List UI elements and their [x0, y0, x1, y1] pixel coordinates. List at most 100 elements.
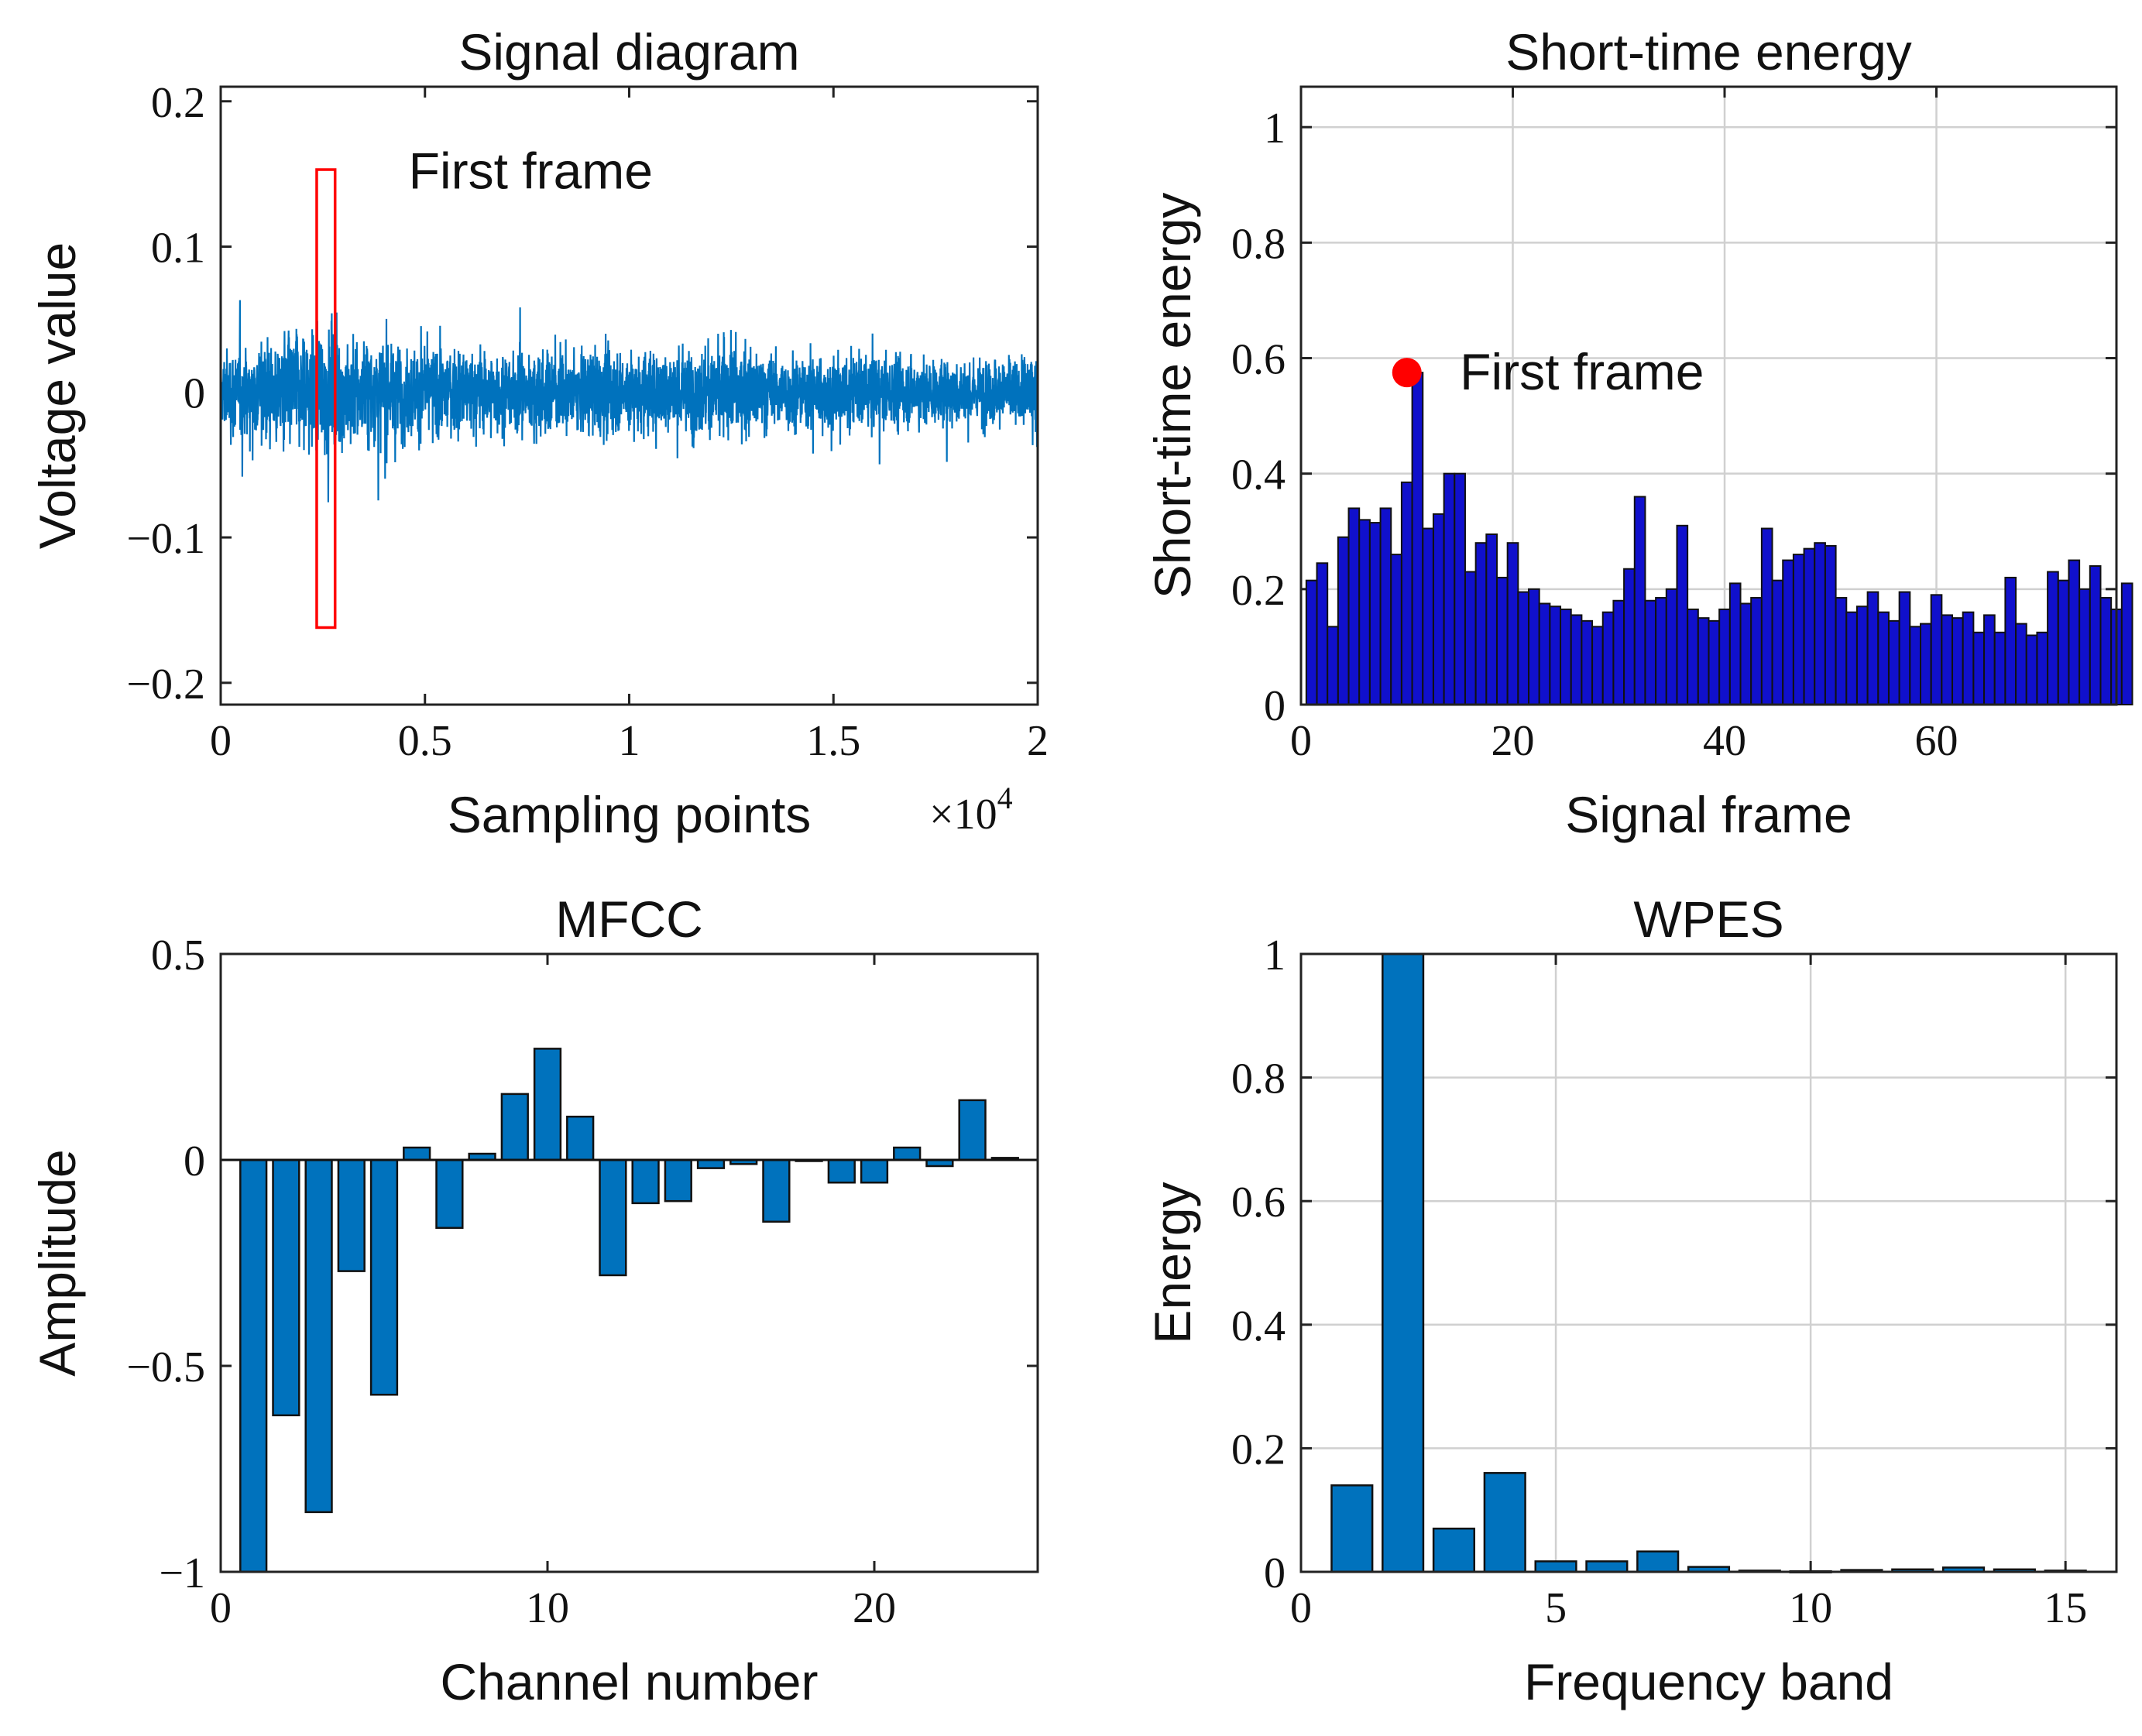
- signal-title: Signal diagram: [458, 23, 799, 81]
- wpes-axes-box: [1299, 952, 2118, 1573]
- energy-bar: [1845, 611, 1858, 706]
- x-multiplier-exponent: 4: [997, 781, 1013, 815]
- wpes-ytick-label: 0.6: [1231, 1178, 1286, 1227]
- energy-bar: [1411, 372, 1424, 705]
- energy-xtick-label: 0: [1290, 717, 1312, 765]
- energy-bar: [1951, 617, 1964, 706]
- mfcc-title: MFCC: [555, 890, 703, 948]
- energy-axes-box: [1299, 85, 2118, 706]
- energy-bar: [1570, 614, 1583, 705]
- energy-bar: [1866, 591, 1879, 705]
- energy-ytick-label: 0.8: [1231, 220, 1286, 268]
- energy-bar: [1760, 527, 1773, 705]
- mfcc-bar: [893, 1146, 922, 1161]
- energy-bar: [1687, 608, 1699, 705]
- energy-bar: [1655, 597, 1667, 705]
- energy-bar: [1517, 591, 1530, 705]
- energy-bar: [1909, 626, 1922, 705]
- energy-xtick-label: 20: [1492, 717, 1535, 765]
- signal-xtick-label: 1.5: [806, 717, 860, 765]
- mfcc-bar: [696, 1158, 726, 1169]
- wpes-ytick-label: 0.4: [1231, 1302, 1286, 1350]
- energy-bar: [1771, 579, 1784, 706]
- mfcc-ytick-label: −1: [159, 1549, 205, 1597]
- first-frame-annotation: First frame: [409, 142, 653, 199]
- energy-bar: [2015, 623, 2027, 706]
- mfcc-axes-box: [219, 952, 1039, 1573]
- signal-ytick-label: −0.2: [126, 660, 205, 708]
- energy-bar: [1739, 602, 1752, 705]
- energy-bar: [2004, 576, 2017, 705]
- mfcc-bar: [435, 1158, 464, 1230]
- x-multiplier: ×104: [929, 781, 1013, 839]
- wpes-ytick-label: 0.8: [1231, 1055, 1286, 1103]
- wpes-axes: 0 5 10 15 0 0.2 0.4 0.6 0.8 1 WPES Frequency band En…: [1144, 890, 2116, 1710]
- energy-bar: [1718, 608, 1731, 705]
- energy-bar: [1708, 619, 1721, 705]
- energy-bar: [1612, 599, 1625, 706]
- energy-bar: [1623, 568, 1636, 706]
- energy-bar: [1400, 481, 1413, 705]
- energy-xtick-label: 40: [1703, 717, 1746, 765]
- wpes-ytick-label: 0: [1264, 1549, 1286, 1597]
- energy-ytick-label: 1: [1264, 105, 1286, 153]
- wpes-bar: [1483, 1472, 1526, 1573]
- energy-bar: [1644, 599, 1657, 706]
- energy-bar: [2047, 571, 2059, 705]
- energy-bar: [1549, 606, 1562, 706]
- mfcc-bar: [827, 1158, 856, 1184]
- wpes-bars: [1330, 952, 2087, 1573]
- mfcc-ytick-label: 0: [184, 1137, 205, 1185]
- energy-bar: [2120, 582, 2133, 705]
- energy-bar: [1972, 631, 1986, 705]
- signal-ytick-label: 0.2: [151, 79, 205, 127]
- wpes-bar: [1636, 1550, 1680, 1573]
- energy-bar: [2057, 579, 2070, 706]
- mfcc-bar: [533, 1048, 562, 1161]
- mfcc-bar: [239, 1158, 268, 1573]
- energy-bar: [1887, 619, 1900, 705]
- energy-bar: [1633, 496, 1646, 706]
- energy-title: Short-time energy: [1505, 23, 1912, 81]
- first-frame-marker: [1392, 358, 1422, 388]
- mfcc-bar: [599, 1158, 627, 1277]
- energy-bar: [2068, 559, 2081, 705]
- energy-bar: [1379, 507, 1392, 706]
- energy-bar: [1347, 507, 1361, 706]
- energy-ytick-label: 0.6: [1231, 336, 1286, 384]
- energy-bar: [1750, 597, 1763, 705]
- energy-bar: [1560, 608, 1572, 705]
- signal-xtick-label: 1: [619, 717, 640, 765]
- mfcc-bar: [762, 1158, 791, 1223]
- mfcc-xtick-label: 20: [853, 1584, 896, 1632]
- energy-bar: [1697, 617, 1710, 706]
- signal-ytick-label: 0: [184, 369, 205, 417]
- energy-bar: [1782, 559, 1794, 705]
- energy-bar: [1728, 582, 1742, 705]
- wpes-title: WPES: [1633, 890, 1783, 948]
- signal-ylabel: Voltage value: [29, 242, 86, 549]
- wpes-bar: [1382, 952, 1425, 1573]
- mfcc-ytick-label: 0.5: [151, 931, 205, 980]
- mfcc-ylabel: Amplitude: [29, 1149, 86, 1377]
- mfcc-bar: [664, 1158, 692, 1203]
- mfcc-bar: [566, 1115, 595, 1161]
- energy-bar: [1962, 611, 1975, 706]
- energy-bar: [2078, 588, 2091, 705]
- energy-bar: [1432, 513, 1445, 706]
- mfcc-bar: [958, 1099, 987, 1161]
- signal-ytick-label: 0.1: [151, 225, 205, 273]
- energy-bar: [1824, 544, 1837, 706]
- signal-xtick-label: 0: [210, 717, 232, 765]
- mfcc-bar: [337, 1158, 366, 1272]
- energy-ytick-label: 0.2: [1231, 567, 1286, 615]
- energy-bar: [1390, 554, 1402, 705]
- mfcc-xlabel: Channel number: [441, 1653, 819, 1710]
- energy-bar: [1422, 527, 1434, 705]
- wpes-xtick-label: 0: [1290, 1584, 1312, 1632]
- energy-bar: [1601, 611, 1615, 706]
- energy-bar: [1485, 533, 1498, 705]
- energy-xlabel: Signal frame: [1565, 786, 1852, 843]
- energy-bar: [2099, 597, 2113, 705]
